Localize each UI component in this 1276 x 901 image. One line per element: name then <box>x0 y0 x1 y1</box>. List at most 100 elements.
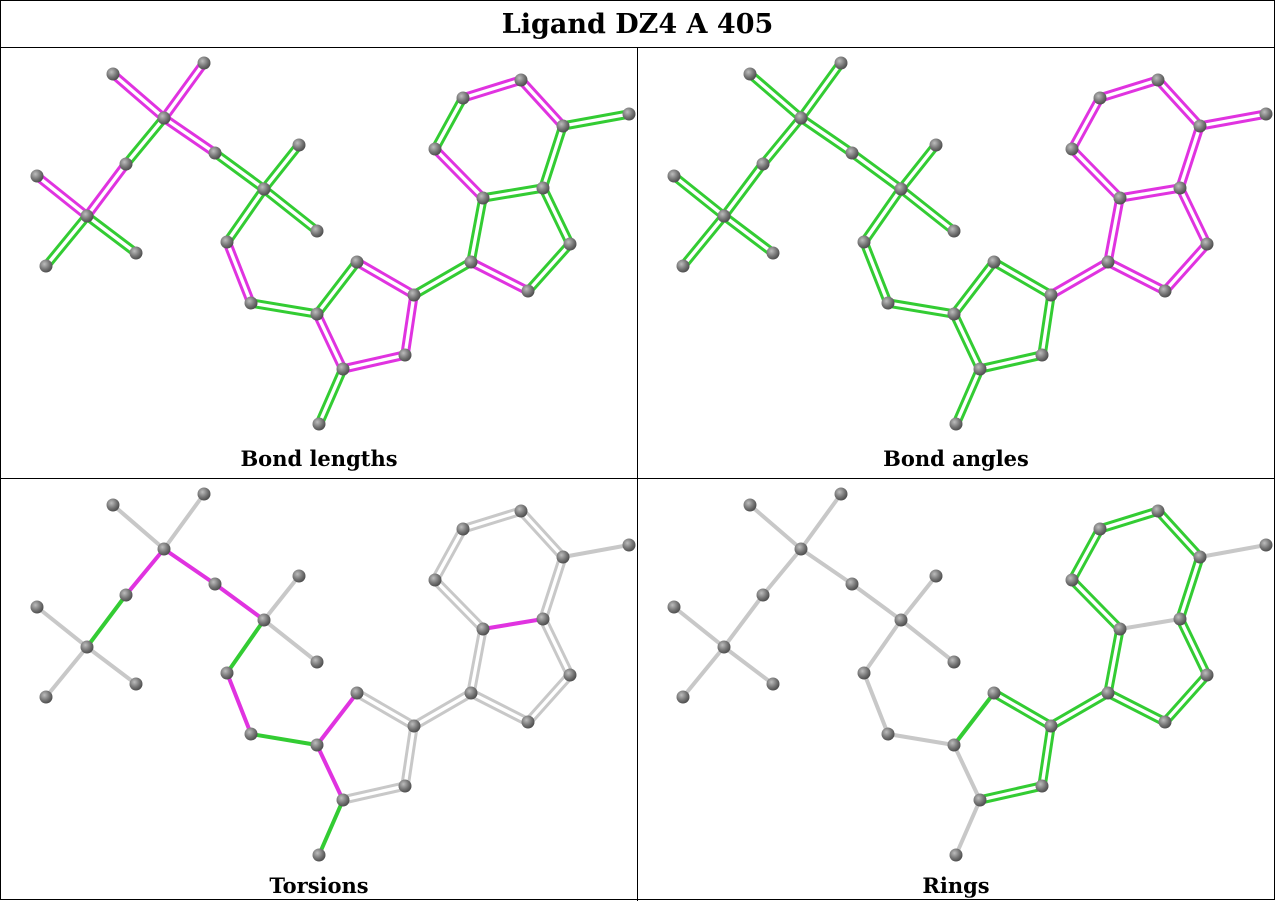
bond <box>431 145 487 202</box>
bond-line <box>562 115 632 131</box>
bond-line <box>952 743 982 802</box>
bond <box>799 547 854 586</box>
bond <box>949 311 985 372</box>
atom <box>563 237 577 251</box>
bond-line <box>977 350 1043 368</box>
bond <box>400 724 419 788</box>
atom <box>667 600 681 614</box>
bond-line <box>1161 240 1207 291</box>
bond-line <box>1199 115 1269 131</box>
bond <box>260 184 321 236</box>
bond-line <box>725 164 768 220</box>
bond <box>797 113 856 158</box>
bond-line <box>1072 576 1124 629</box>
bond-line <box>468 694 529 727</box>
bond <box>1103 195 1125 265</box>
bond-line <box>353 263 414 300</box>
atom <box>106 498 120 512</box>
bond <box>353 688 418 731</box>
atom <box>845 146 859 160</box>
bond <box>538 554 568 622</box>
bond-line <box>955 262 999 318</box>
bond <box>1097 506 1161 534</box>
bond-line <box>109 74 164 122</box>
atom <box>929 569 943 583</box>
atom <box>336 362 350 376</box>
bond-line <box>544 185 575 245</box>
atom <box>39 690 53 704</box>
atom <box>1035 779 1049 793</box>
bond <box>748 503 803 551</box>
bond-line <box>222 185 263 242</box>
bond <box>480 183 546 203</box>
panel-rings: Rings <box>638 479 1274 901</box>
bond-line <box>400 293 413 357</box>
atom <box>30 169 44 183</box>
bond-line <box>315 691 359 747</box>
atom <box>350 686 364 700</box>
bond-line <box>887 298 957 313</box>
atom <box>794 111 808 125</box>
atom <box>1101 255 1115 269</box>
bond-line <box>901 184 958 230</box>
bond <box>225 618 266 675</box>
bond-line <box>259 141 298 189</box>
bond <box>460 75 524 103</box>
atom <box>310 738 324 752</box>
bond <box>524 240 574 295</box>
bond-line <box>1198 543 1268 559</box>
bond-line <box>312 258 356 314</box>
bond-line <box>848 154 901 194</box>
bond <box>1154 76 1204 130</box>
bond-line <box>466 195 482 263</box>
bond-line <box>1158 507 1204 557</box>
atom <box>80 209 94 223</box>
bond-line <box>1175 618 1206 678</box>
atom <box>220 235 234 249</box>
atom <box>464 686 478 700</box>
bond <box>259 141 304 193</box>
atom <box>929 138 943 152</box>
bond-line <box>517 80 563 130</box>
bond-line <box>435 576 487 629</box>
atom <box>766 677 780 691</box>
bond-line <box>799 492 843 551</box>
bond <box>862 618 903 675</box>
bond-line <box>342 356 408 374</box>
bond-line <box>859 241 887 306</box>
grid-divider-vertical <box>637 47 638 901</box>
bond-line <box>1103 195 1119 263</box>
bond <box>431 576 487 633</box>
bond-line <box>1154 511 1200 561</box>
atom <box>756 588 770 602</box>
atom <box>717 209 731 223</box>
atom <box>1259 538 1273 552</box>
bond <box>225 671 253 736</box>
atom <box>1158 715 1172 729</box>
bond-line <box>215 148 268 188</box>
atom <box>881 296 895 310</box>
bond-line <box>1047 688 1108 725</box>
bond <box>899 618 956 664</box>
bond-line <box>672 605 726 649</box>
bond-line <box>954 798 982 857</box>
bond-line <box>897 190 954 236</box>
bond-line <box>436 529 468 584</box>
bond-line <box>406 724 419 788</box>
atom <box>1259 107 1273 121</box>
bond <box>312 311 348 372</box>
atom <box>310 655 324 669</box>
bond-line <box>746 74 801 122</box>
atom <box>949 848 963 862</box>
bond-line <box>35 605 89 649</box>
bond <box>899 574 938 622</box>
bond <box>468 257 531 296</box>
bond <box>111 503 166 551</box>
atom <box>456 91 470 105</box>
atom <box>556 119 570 133</box>
bond-line <box>517 511 563 561</box>
bond <box>897 184 958 236</box>
bond-line <box>802 63 846 122</box>
atom <box>1044 719 1058 733</box>
